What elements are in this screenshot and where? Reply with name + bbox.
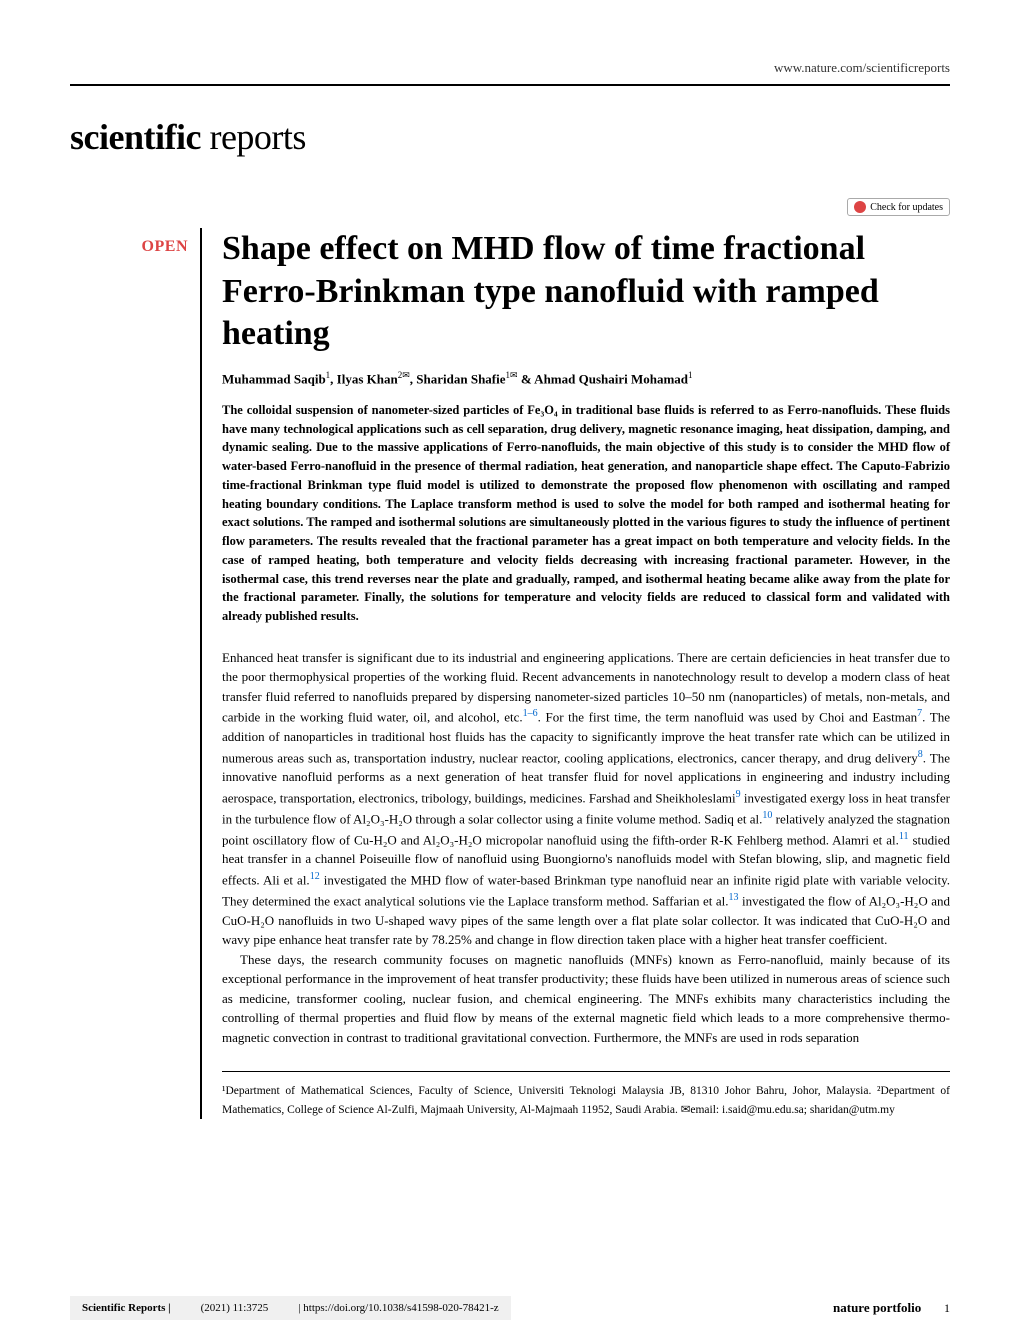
journal-logo-bold: scientific <box>70 117 201 157</box>
footer-doi: | https://doi.org/10.1038/s41598-020-784… <box>298 1302 498 1314</box>
paragraph-2: These days, the research community focus… <box>222 950 950 1048</box>
body-text: Enhanced heat transfer is significant du… <box>222 648 950 1047</box>
check-updates-icon <box>854 201 866 213</box>
citation-link[interactable]: 1–6 <box>523 708 538 719</box>
citation-link[interactable]: 13 <box>729 892 739 903</box>
journal-logo-light: reports <box>201 117 306 157</box>
footer-publisher: nature portfolio <box>833 1300 921 1315</box>
page-footer: Scientific Reports | (2021) 11:3725 | ht… <box>0 1288 1020 1320</box>
open-access-badge: OPEN <box>70 238 188 256</box>
header-url: www.nature.com/scientificreports <box>70 60 950 86</box>
paragraph-1: Enhanced heat transfer is significant du… <box>222 648 950 950</box>
page-number: 1 <box>944 1301 950 1315</box>
citation-link[interactable]: 11 <box>899 831 909 842</box>
journal-logo: scientific reports <box>70 116 950 158</box>
footer-journal: Scientific Reports | <box>82 1302 171 1314</box>
footer-citation: (2021) 11:3725 <box>201 1302 269 1314</box>
citation-link[interactable]: 12 <box>310 871 320 882</box>
check-updates-label: Check for updates <box>870 202 943 213</box>
abstract: The colloidal suspension of nanometer-si… <box>222 401 950 626</box>
affiliations: ¹Department of Mathematical Sciences, Fa… <box>222 1071 950 1119</box>
check-updates-badge[interactable]: Check for updates <box>847 198 950 216</box>
authors-list: Muhammad Saqib1, Ilyas Khan2✉, Sharidan … <box>222 370 950 387</box>
article-title: Shape effect on MHD flow of time fractio… <box>222 228 950 356</box>
citation-link[interactable]: 10 <box>762 810 772 821</box>
